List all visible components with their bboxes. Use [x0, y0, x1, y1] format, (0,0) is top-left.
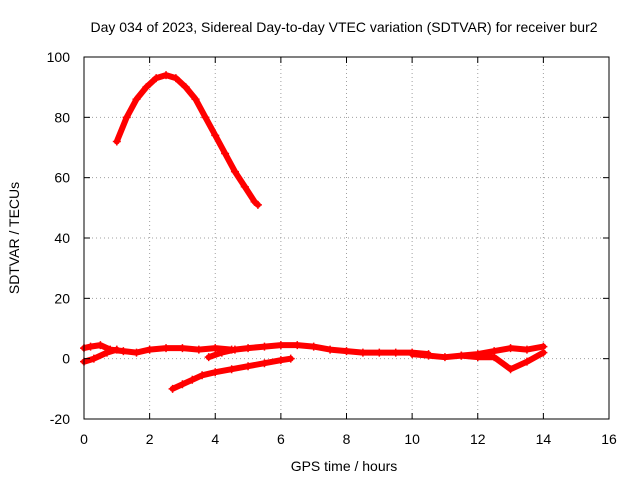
data-point-marker: [145, 345, 154, 354]
x-tick-label: 6: [277, 431, 285, 447]
data-point-marker: [244, 362, 253, 371]
data-point-marker: [198, 371, 207, 380]
data-point-marker: [171, 74, 180, 83]
data-point-marker: [132, 95, 141, 104]
x-tick-label: 10: [404, 431, 420, 447]
x-tick-label: 4: [211, 431, 219, 447]
data-point-marker: [102, 348, 111, 357]
data-point-marker: [230, 167, 239, 176]
data-point-marker: [424, 351, 433, 360]
data-point-marker: [490, 353, 499, 362]
data-point-marker: [112, 345, 121, 354]
series-line: [81, 346, 120, 365]
chart-title: Day 034 of 2023, Sidereal Day-to-day VTE…: [90, 19, 597, 35]
series-pass-baseline-e: [457, 348, 548, 374]
data-point-marker: [89, 354, 98, 363]
data-point-marker: [119, 347, 128, 356]
grid: [84, 57, 609, 419]
y-axis-title: SDTVAR / TECUs: [6, 182, 22, 294]
data-point-marker: [217, 348, 226, 357]
x-tick-label: 16: [601, 431, 617, 447]
data-point-marker: [132, 348, 141, 357]
x-axis-title: GPS time / hours: [291, 458, 398, 474]
data-point-marker: [96, 341, 105, 350]
axis-ticks: 0 2 4 6 8 10 12 14 16 -20 0 20 40 60 80 100: [47, 49, 617, 447]
data-point-marker: [375, 348, 384, 357]
y-tick-label: 100: [47, 49, 71, 65]
data-point-marker: [522, 345, 531, 354]
data-point-marker: [227, 365, 236, 374]
data-point-marker: [86, 342, 95, 351]
data-series: [80, 71, 548, 393]
data-point-marker: [201, 113, 210, 122]
data-point-marker: [188, 375, 197, 384]
data-point-marker: [260, 342, 269, 351]
data-point-marker: [539, 348, 548, 357]
data-point-marker: [204, 353, 213, 362]
data-point-marker: [112, 137, 121, 146]
y-tick-label: -20: [50, 411, 70, 427]
data-point-marker: [286, 354, 295, 363]
data-point-marker: [211, 368, 220, 377]
data-point-marker: [408, 350, 417, 359]
data-point-marker: [506, 344, 515, 353]
y-tick-label: 20: [54, 290, 70, 306]
series-line: [113, 72, 261, 208]
data-point-marker: [260, 359, 269, 368]
data-point-marker: [473, 353, 482, 362]
series-line: [169, 355, 294, 392]
data-point-marker: [152, 74, 161, 83]
data-point-marker: [221, 149, 230, 158]
data-point-marker: [276, 341, 285, 350]
data-point-marker: [194, 345, 203, 354]
y-tick-label: 80: [54, 109, 70, 125]
data-point-marker: [326, 345, 335, 354]
data-point-marker: [506, 365, 515, 374]
data-point-marker: [178, 380, 187, 389]
x-tick-label: 14: [536, 431, 552, 447]
data-point-marker: [342, 347, 351, 356]
data-point-marker: [122, 113, 131, 122]
data-point-marker: [240, 182, 249, 191]
data-point-marker: [276, 356, 285, 365]
y-tick-label: 40: [54, 230, 70, 246]
data-point-marker: [211, 344, 220, 353]
y-tick-label: 0: [62, 351, 70, 367]
data-point-marker: [391, 348, 400, 357]
data-point-marker: [309, 342, 318, 351]
x-tick-label: 12: [470, 431, 486, 447]
data-point-marker: [457, 351, 466, 360]
series-pass-negative-rise: [168, 354, 295, 393]
data-point-marker: [181, 83, 190, 92]
data-point-marker: [522, 357, 531, 366]
x-tick-label: 2: [146, 431, 154, 447]
data-point-marker: [162, 71, 171, 80]
data-point-marker: [440, 353, 449, 362]
data-point-marker: [178, 344, 187, 353]
data-point-marker: [211, 131, 220, 140]
series-pass-arc-high: [112, 71, 262, 209]
data-point-marker: [358, 348, 367, 357]
data-point-marker: [293, 341, 302, 350]
data-point-marker: [168, 384, 177, 393]
series-pass-baseline-b: [80, 345, 121, 366]
data-point-marker: [253, 200, 262, 209]
data-point-marker: [230, 345, 239, 354]
data-point-marker: [142, 83, 151, 92]
y-tick-label: 60: [54, 170, 70, 186]
data-point-marker: [162, 344, 171, 353]
data-point-marker: [191, 95, 200, 104]
data-point-marker: [244, 344, 253, 353]
x-tick-label: 8: [343, 431, 351, 447]
x-tick-label: 0: [80, 431, 88, 447]
